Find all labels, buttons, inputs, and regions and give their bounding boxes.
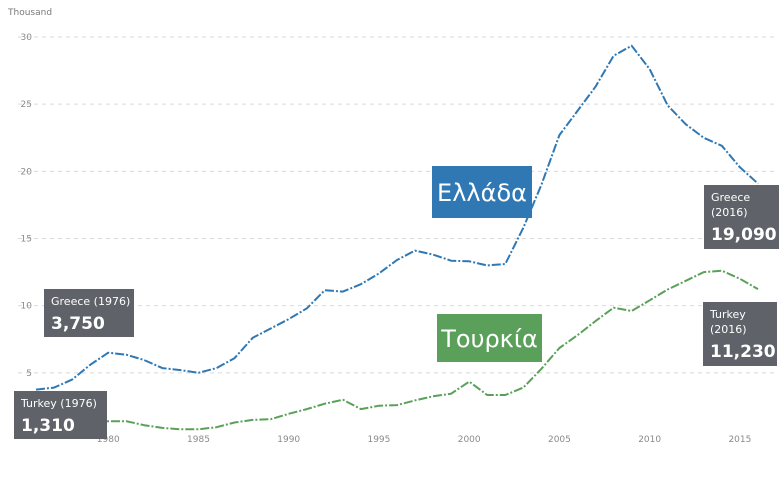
- callout-value: 19,090: [711, 225, 777, 245]
- y-tick-label: 5: [26, 369, 32, 379]
- series-line-greece: [35, 44, 759, 391]
- y-tick-label: 25: [21, 100, 32, 110]
- series-tag-box: [432, 166, 532, 218]
- series-lines: [35, 44, 759, 431]
- callout-label: Greece: [711, 191, 750, 204]
- series-tag-box: [437, 314, 542, 362]
- callout-label: Greece (1976): [51, 295, 130, 308]
- callout-box: [703, 302, 777, 366]
- series-tags: Ελλάδα Τουρκία: [432, 166, 542, 362]
- x-tick-label: 1980: [97, 435, 120, 445]
- callout-label: Turkey: [709, 308, 746, 321]
- callout-box: [704, 185, 779, 249]
- y-tick-label: 30: [21, 33, 33, 43]
- y-tick-label: 20: [21, 167, 33, 177]
- series-line-turkey: [35, 269, 759, 431]
- series-tag-label: Ελλάδα: [437, 179, 527, 207]
- callout-box: [14, 391, 107, 439]
- callout-value: 1,310: [21, 416, 75, 436]
- callout-value: 3,750: [51, 314, 105, 334]
- y-tick-label: 10: [21, 302, 33, 312]
- callout-value: 11,230: [710, 342, 776, 362]
- callout-sublabel: (2016): [711, 206, 748, 219]
- y-tick-labels: 5 10 15 20 25 30: [21, 33, 33, 379]
- x-tick-label: 2015: [728, 435, 751, 445]
- x-tick-label: 1990: [277, 435, 300, 445]
- x-tick-label: 2005: [548, 435, 571, 445]
- y-axis-unit-label: Thousand: [7, 8, 52, 18]
- x-tick-label: 2000: [458, 435, 481, 445]
- callout-sublabel: (2016): [710, 323, 747, 336]
- x-tick-labels: 1980 1985 1990 1995 2000 2005 2010 2015: [97, 435, 752, 445]
- x-tick-label: 2010: [638, 435, 661, 445]
- gridlines: [18, 36, 776, 374]
- callout-box: [44, 289, 134, 337]
- series-tag-label: Τουρκία: [440, 325, 538, 353]
- y-tick-label: 15: [21, 235, 32, 245]
- value-callouts: Greece (1976) 3,750 Turkey (1976) 1,310 Gree…: [14, 185, 779, 439]
- x-tick-label: 1985: [187, 435, 210, 445]
- callout-label: Turkey (1976): [20, 397, 97, 410]
- x-tick-label: 1995: [367, 435, 390, 445]
